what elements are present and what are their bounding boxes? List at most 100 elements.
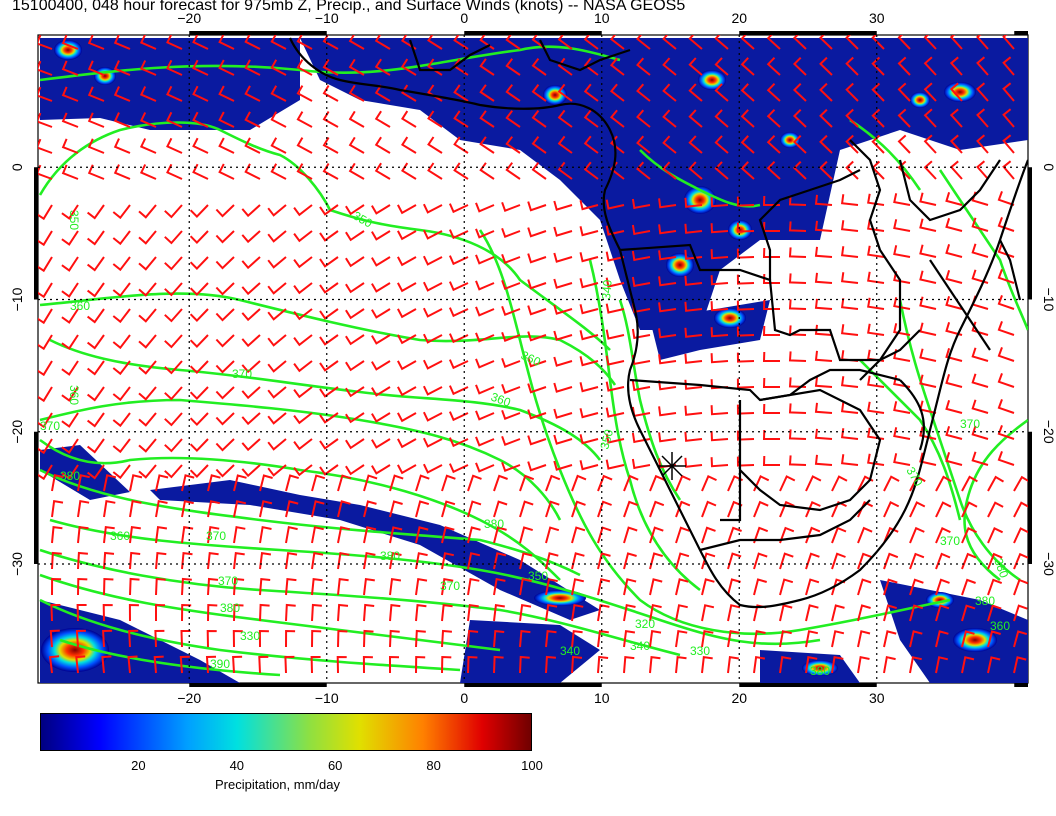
contour-label: 360 [70,299,90,313]
wind-barb [113,60,131,76]
wind-barb [831,630,845,648]
wind-barb [192,111,209,128]
wind-barb [218,163,235,180]
wind-barb [831,475,848,492]
wind-barb [788,195,807,206]
wind-barb [374,136,391,154]
wind-barb [579,382,599,393]
wind-barb [571,500,586,518]
wind-barb [345,308,365,320]
wind-barb [740,83,755,102]
wind-barb [154,629,165,648]
wind-barb [155,500,168,518]
wind-barb [688,83,703,102]
wind-barb [244,59,261,76]
wind-barb [893,219,911,232]
wind-barb [505,58,521,76]
wind-barb [113,86,131,102]
wind-barb [129,577,140,596]
wind-barb [293,412,313,425]
wind-barb [337,629,348,648]
wind-barb [164,308,183,323]
wind-barb [493,603,505,622]
wind-barb [883,501,900,518]
wind-barb [38,164,53,180]
wind-barb [557,161,573,180]
wind-barb [871,82,885,102]
wind-barb [623,604,636,622]
wind-barb [128,629,139,648]
wind-barb [427,58,443,76]
wind-barb [389,655,400,673]
wind-barb [244,85,261,102]
wind-barb [597,655,609,674]
wind-barb [779,578,794,596]
wind-barb [397,334,417,345]
contour-label: 330 [240,629,260,643]
wind-barb [479,84,495,102]
wind-barb [348,162,365,180]
wind-barb [814,324,833,336]
wind-barb [207,603,218,622]
wind-barb [129,551,141,570]
colorbar-tick-label: 80 [426,758,441,773]
wind-barb [658,198,677,209]
wind-barb [501,201,521,212]
wind-barb [583,35,599,50]
wind-barb [218,137,235,154]
coastlines-and-borders [288,37,1028,609]
wind-barb [129,474,143,492]
wind-barb [467,474,482,492]
wind-barb [501,383,521,394]
frame-bar-bottom [464,683,602,687]
wind-barb [61,360,79,376]
wind-barb [949,56,963,76]
wind-barb [61,164,79,180]
wind-barb [867,401,885,414]
wind-barb [337,577,349,596]
wind-barb [241,308,261,322]
wind-barb [949,82,963,102]
wind-barb [919,244,937,258]
wind-barb [505,84,521,102]
wind-barb [296,111,313,128]
wind-barb [605,225,625,236]
wind-barb [545,604,558,622]
wind-barb [112,204,131,220]
wind-barb [788,403,807,414]
wind-barb [38,256,53,273]
wind-barb [710,275,729,286]
wind-barb [636,135,651,154]
wind-barb [840,376,859,388]
wind-barb [270,85,287,102]
wind-barb [267,386,287,399]
wind-barb [293,230,313,243]
wind-barb [766,109,781,128]
wind-barb [997,243,1015,258]
wind-barb [363,474,378,492]
wind-barb [909,552,925,570]
wind-barb [623,629,636,648]
wind-barb [467,552,481,570]
wind-barb [501,279,521,290]
contour-label: 350 [67,210,81,230]
wind-barb [779,500,795,518]
wind-barb [805,526,821,544]
wind-barb [284,655,295,674]
wind-barb [113,35,131,50]
wind-barb [727,578,741,596]
wind-barb [545,629,557,648]
wind-barb [688,35,703,50]
wind-barb [675,474,691,492]
wind-barb [805,656,818,674]
wind-barb [61,112,79,128]
wind-barb [597,500,612,518]
wind-barb [319,412,339,424]
wind-barb [475,228,495,239]
wind-barb [710,327,729,338]
wind-barb [38,35,53,50]
wind-barb [441,526,455,544]
wind-barb [571,655,583,674]
lon-tick-label-top: 0 [460,10,468,26]
wind-barb [597,526,612,544]
